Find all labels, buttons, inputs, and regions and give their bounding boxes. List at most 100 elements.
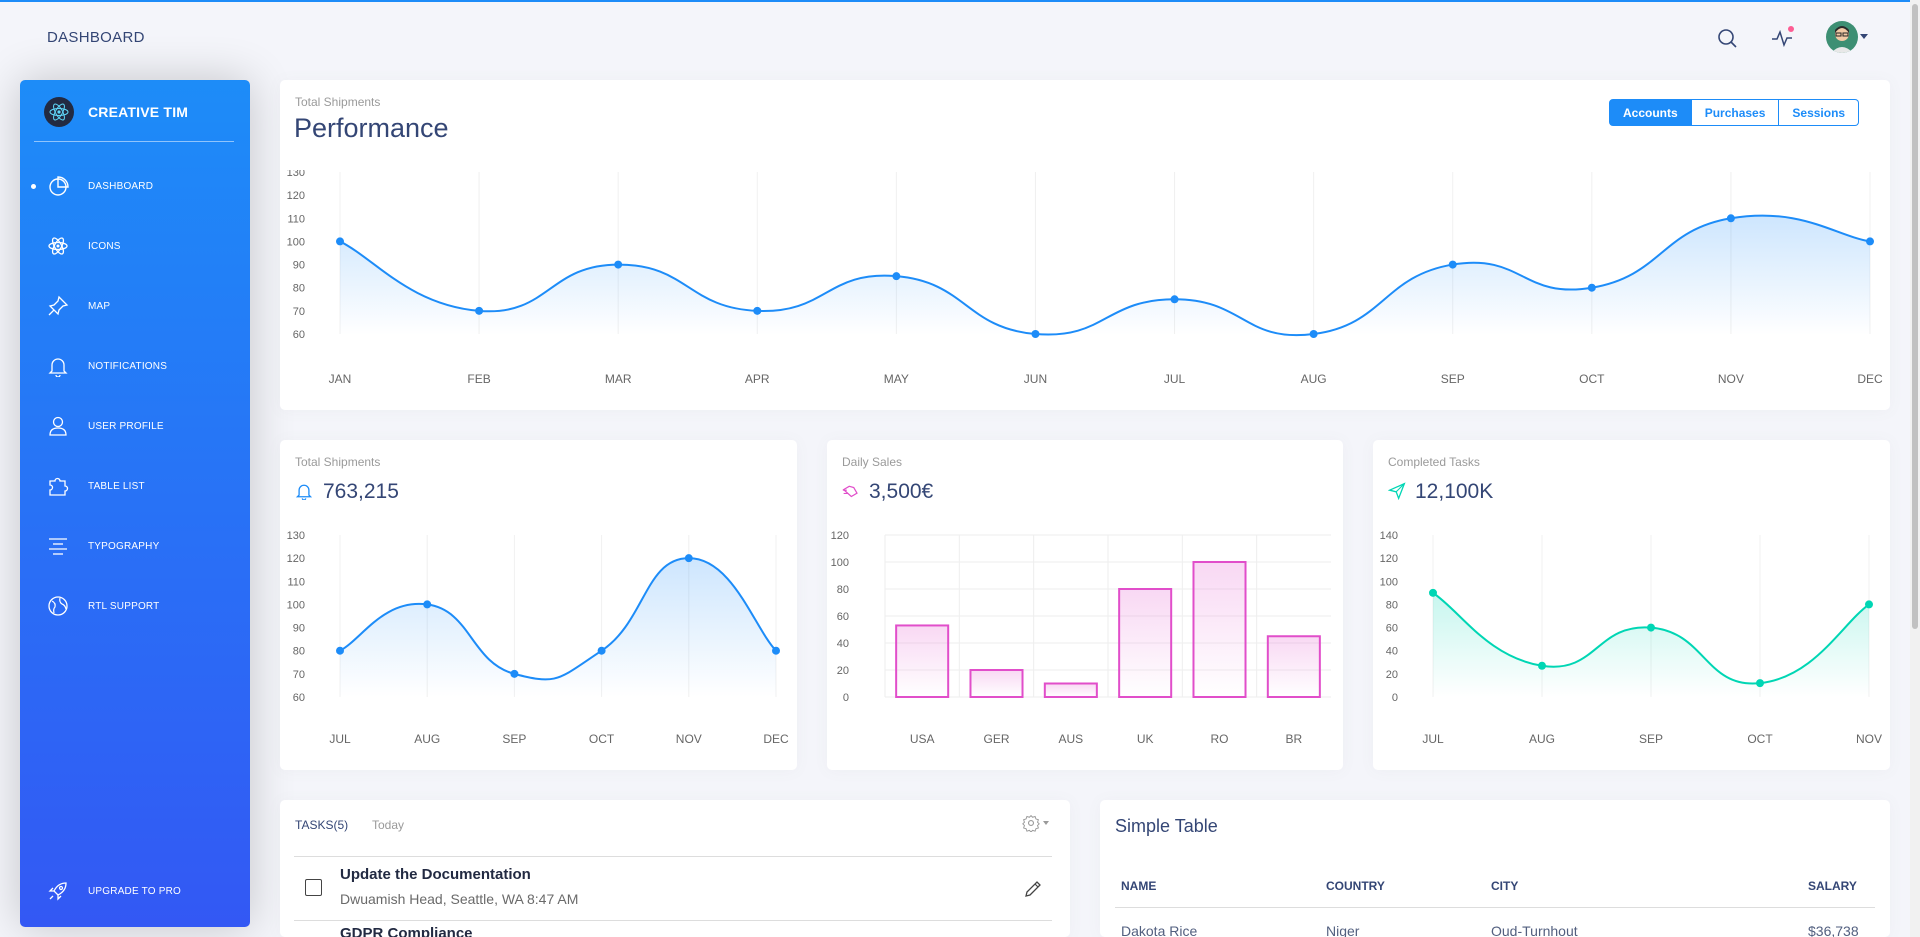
data-point[interactable] (1866, 237, 1874, 246)
sidebar-item-label: RTL SUPPORT (88, 600, 160, 612)
column-header[interactable]: COUNTRY (1326, 879, 1385, 893)
bar[interactable] (969, 669, 1024, 698)
y-tick-label: 110 (287, 576, 305, 588)
sidebar-item-label: TABLE LIST (88, 480, 145, 492)
column-header[interactable]: SALARY (1808, 879, 1857, 893)
task-checkbox[interactable] (305, 879, 322, 896)
data-point[interactable] (423, 600, 432, 609)
world-icon (46, 594, 70, 618)
data-point[interactable] (1865, 600, 1873, 609)
sidebar-item-rtl-support[interactable]: RTL SUPPORT (20, 584, 250, 628)
simple-table-card: Simple Table NAME COUNTRY CITY SALARY Da… (1100, 800, 1890, 937)
task-title: Update the Documentation (340, 866, 531, 883)
x-tick-label: OCT (589, 732, 615, 746)
data-point[interactable] (1756, 679, 1764, 688)
user-icon (46, 414, 70, 438)
x-tick-label: SEP (1441, 372, 1465, 386)
sidebar-upgrade-button[interactable]: UPGRADE TO PRO (20, 869, 250, 913)
data-point[interactable] (336, 646, 344, 655)
data-point[interactable] (892, 272, 901, 281)
bar[interactable] (1266, 635, 1321, 698)
data-point[interactable] (614, 260, 623, 269)
sidebar-brand-title[interactable]: CREATIVE TIM (88, 104, 189, 120)
data-point[interactable] (1726, 214, 1735, 223)
card-category: Daily Sales (842, 455, 903, 469)
chevron-down-icon[interactable] (1860, 34, 1868, 39)
x-tick-label: DEC (1857, 372, 1883, 386)
data-point[interactable] (1031, 330, 1040, 338)
data-point[interactable] (1170, 295, 1179, 304)
scrollbar-thumb[interactable] (1912, 4, 1918, 629)
y-tick-label: 0 (843, 692, 849, 704)
y-tick-label: 130 (287, 530, 305, 542)
tab-sessions[interactable]: Sessions (1779, 99, 1860, 126)
x-tick-label: AUS (1058, 732, 1083, 746)
tasks-subtitle: Today (372, 818, 405, 832)
notification-dot (1788, 26, 1794, 32)
gear-icon[interactable] (1022, 814, 1049, 832)
y-tick-label: 70 (293, 669, 305, 681)
tab-purchases[interactable]: Purchases (1691, 99, 1780, 126)
table-cell: Oud-Turnhout (1491, 923, 1578, 937)
data-point[interactable] (475, 306, 484, 315)
bar[interactable] (895, 624, 950, 698)
divider (1115, 907, 1875, 908)
data-point[interactable] (1647, 623, 1655, 632)
table-cell: Niger (1326, 923, 1360, 937)
sidebar-item-dashboard[interactable]: DASHBOARD (20, 164, 250, 208)
x-tick-label: NOV (676, 732, 702, 746)
data-point[interactable] (510, 669, 519, 678)
bar[interactable] (1192, 561, 1247, 698)
card-value: 3,500€ (869, 480, 934, 503)
sidebar-item-map[interactable]: MAP (20, 284, 250, 328)
sidebar-item-table-list[interactable]: TABLE LIST (20, 464, 250, 508)
sidebar-item-user-profile[interactable]: USER PROFILE (20, 404, 250, 448)
sidebar-item-icons[interactable]: ICONS (20, 224, 250, 268)
spaceship-icon (46, 879, 70, 903)
activity-icon[interactable] (1766, 22, 1798, 54)
data-point[interactable] (1429, 588, 1437, 597)
column-header[interactable]: NAME (1121, 879, 1157, 893)
sidebar-item-label: NOTIFICATIONS (88, 360, 168, 372)
area-fill (1433, 592, 1869, 697)
pin-icon (46, 294, 70, 318)
data-point[interactable] (1448, 260, 1457, 269)
data-point[interactable] (684, 554, 693, 563)
pencil-icon[interactable] (1023, 879, 1043, 904)
tasks-title: TASKS(5) (295, 818, 349, 832)
data-point[interactable] (1309, 330, 1318, 338)
data-point[interactable] (1538, 661, 1546, 670)
search-icon[interactable] (1711, 22, 1743, 54)
data-point[interactable] (772, 646, 780, 655)
sidebar-item-typography[interactable]: TYPOGRAPHY (20, 524, 250, 568)
sidebar-upgrade-label: UPGRADE TO PRO (88, 885, 182, 897)
data-point[interactable] (753, 306, 762, 315)
data-point[interactable] (597, 646, 606, 655)
x-tick-label: NOV (1718, 372, 1744, 386)
x-tick-label: GER (983, 732, 1009, 746)
x-tick-label: AUG (1301, 372, 1327, 386)
page-scrollbar[interactable] (1910, 0, 1920, 937)
sidebar-item-notifications[interactable]: NOTIFICATIONS (20, 344, 250, 388)
data-point[interactable] (336, 237, 344, 246)
x-tick-label: SEP (1639, 732, 1663, 746)
x-tick-label: JAN (329, 372, 352, 386)
bar[interactable] (1043, 682, 1098, 698)
performance-card: Total Shipments Performance Accounts Pur… (280, 80, 1890, 410)
data-point[interactable] (1587, 283, 1596, 292)
task-title: GDPR Compliance (340, 925, 473, 937)
tab-accounts[interactable]: Accounts (1609, 99, 1692, 126)
puzzle-icon (46, 474, 70, 498)
bar[interactable] (1118, 588, 1173, 698)
x-tick-label: SEP (502, 732, 526, 746)
y-tick-label: 100 (287, 599, 305, 611)
avatar[interactable] (1826, 21, 1858, 53)
x-tick-label: OCT (1747, 732, 1773, 746)
column-header[interactable]: CITY (1491, 879, 1519, 893)
card-title: Performance (294, 113, 449, 143)
y-tick-label: 120 (1380, 553, 1398, 565)
navbar-brand[interactable]: DASHBOARD (47, 29, 145, 46)
react-logo-icon[interactable] (44, 97, 74, 127)
y-tick-label: 120 (831, 530, 849, 542)
sidebar-item-label: DASHBOARD (88, 180, 154, 192)
